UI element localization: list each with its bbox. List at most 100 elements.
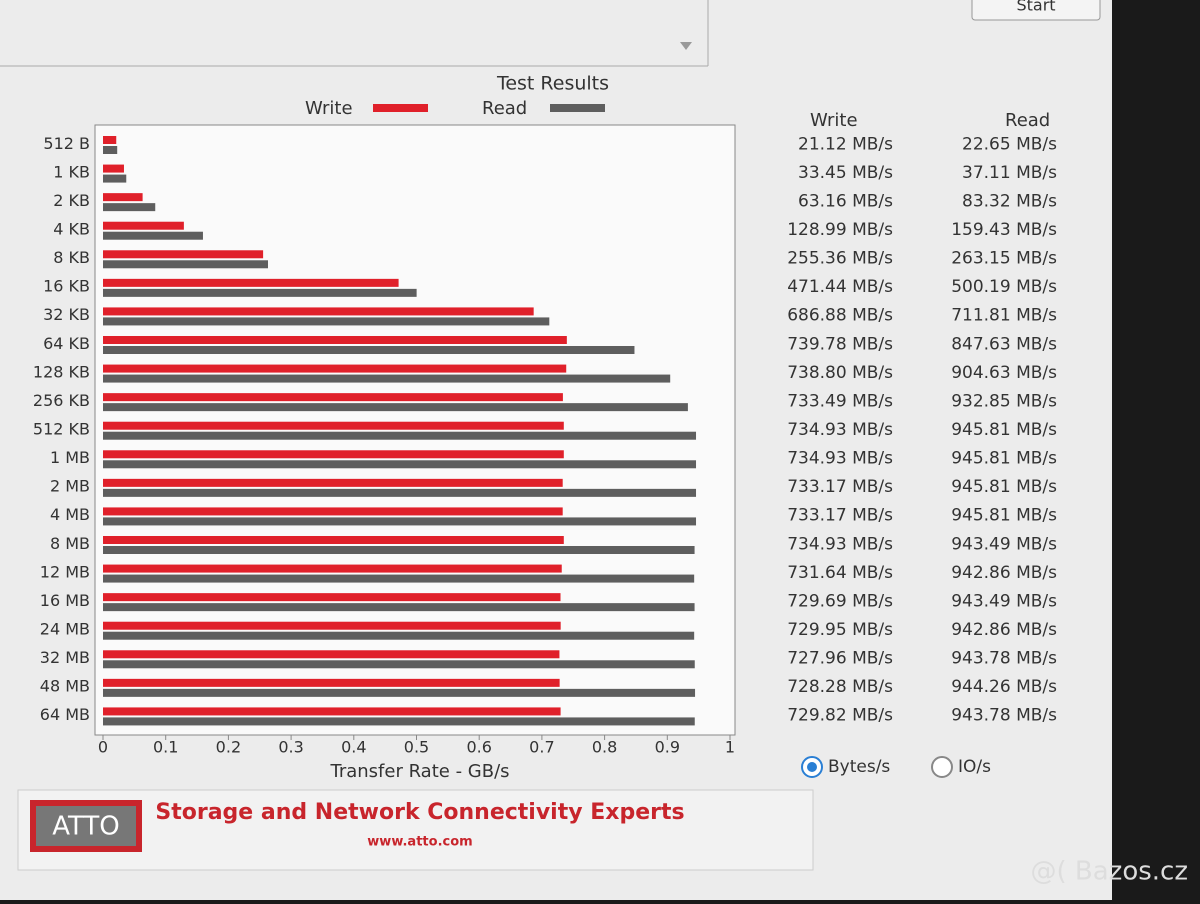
x-tick-label: 0.3 xyxy=(278,738,303,757)
x-tick-label: 0.7 xyxy=(529,738,554,757)
bar xyxy=(103,460,697,469)
value-label: 727.96 MB/s xyxy=(787,649,893,669)
y-tick-label: 4 MB xyxy=(50,505,90,524)
value-label: 904.63 MB/s xyxy=(951,363,1057,383)
x-tick-label: 0.5 xyxy=(404,738,429,757)
bar xyxy=(103,621,561,630)
radio-dot[interactable] xyxy=(807,762,817,772)
y-tick-label: 24 MB xyxy=(40,620,90,639)
value-label: 942.86 MB/s xyxy=(951,563,1057,583)
y-tick-label: 64 KB xyxy=(43,334,90,353)
value-label: 945.81 MB/s xyxy=(951,477,1057,497)
column-header: Write xyxy=(810,110,858,131)
start-label[interactable]: Start xyxy=(1016,0,1055,15)
bar xyxy=(103,174,127,183)
value-label: 263.15 MB/s xyxy=(951,249,1057,269)
bar xyxy=(103,393,563,402)
bar xyxy=(103,717,695,726)
value-label: 63.16 MB/s xyxy=(798,191,893,211)
legend-swatch xyxy=(373,104,428,112)
y-tick-label: 2 KB xyxy=(53,191,90,210)
bar xyxy=(103,660,695,669)
value-label: 734.93 MB/s xyxy=(787,449,893,469)
tagline: Storage and Network Connectivity Experts xyxy=(155,800,684,825)
value-label: 733.17 MB/s xyxy=(787,477,893,497)
column-header: Read xyxy=(1005,110,1050,131)
bar xyxy=(103,260,268,269)
y-tick-label: 256 KB xyxy=(33,391,90,410)
radio-label[interactable]: Bytes/s xyxy=(828,757,890,777)
x-tick-label: 0.1 xyxy=(153,738,178,757)
bar xyxy=(103,688,696,697)
bar xyxy=(103,336,567,344)
bar xyxy=(103,650,560,659)
bar xyxy=(103,517,697,526)
radio-label[interactable]: IO/s xyxy=(958,757,991,777)
x-tick-label: 0.2 xyxy=(216,738,241,757)
x-tick-label: 0.6 xyxy=(466,738,491,757)
x-tick-label: 0.8 xyxy=(592,738,617,757)
value-label: 728.28 MB/s xyxy=(787,677,893,697)
legend-label: Write xyxy=(305,98,353,119)
value-label: 731.64 MB/s xyxy=(787,563,893,583)
bar xyxy=(103,603,695,612)
value-label: 945.81 MB/s xyxy=(951,449,1057,469)
value-label: 943.49 MB/s xyxy=(951,534,1057,554)
logo-inner xyxy=(36,806,136,846)
bar xyxy=(103,317,550,326)
bar xyxy=(103,536,564,544)
value-label: 932.85 MB/s xyxy=(951,391,1057,411)
radio-button[interactable] xyxy=(931,756,953,778)
y-tick-label: 512 KB xyxy=(33,420,90,439)
bar xyxy=(103,278,399,287)
y-tick-label: 1 KB xyxy=(53,162,90,181)
bar xyxy=(103,631,695,640)
bar xyxy=(103,288,417,297)
value-label: 738.80 MB/s xyxy=(787,363,893,383)
value-label: 37.11 MB/s xyxy=(962,163,1057,183)
x-tick-label: 0.4 xyxy=(341,738,366,757)
start-button[interactable] xyxy=(971,0,1101,21)
logo: ATTO xyxy=(52,812,120,842)
bar xyxy=(103,431,697,440)
y-tick-label: 64 MB xyxy=(40,705,90,724)
value-label: 734.93 MB/s xyxy=(787,420,893,440)
value-label: 942.86 MB/s xyxy=(951,620,1057,640)
watermark: @( Bazos.cz xyxy=(1031,857,1189,887)
y-tick-label: 4 KB xyxy=(53,220,90,239)
bar xyxy=(103,374,671,383)
legend-label: Read xyxy=(482,98,527,119)
bar xyxy=(103,507,563,516)
bar xyxy=(103,403,688,412)
bar xyxy=(103,364,567,373)
value-label: 83.32 MB/s xyxy=(962,191,1057,211)
bar xyxy=(103,678,560,687)
value-label: 943.78 MB/s xyxy=(951,706,1057,726)
value-label: 471.44 MB/s xyxy=(787,277,893,297)
bar xyxy=(103,146,118,154)
y-tick-label: 8 MB xyxy=(50,534,90,553)
x-tick-label: 0 xyxy=(98,738,108,757)
y-tick-label: 128 KB xyxy=(33,362,90,381)
value-label: 729.95 MB/s xyxy=(787,620,893,640)
y-tick-label: 48 MB xyxy=(40,677,90,696)
chart-title: Test Results xyxy=(496,73,609,95)
x-tick-label: 0.9 xyxy=(655,738,680,757)
x-axis-label: Transfer Rate - GB/s xyxy=(329,761,509,782)
y-tick-label: 16 MB xyxy=(40,591,90,610)
value-label: 945.81 MB/s xyxy=(951,506,1057,526)
value-label: 128.99 MB/s xyxy=(787,220,893,240)
bar xyxy=(103,307,534,316)
bar xyxy=(103,193,143,202)
value-label: 711.81 MB/s xyxy=(951,306,1057,326)
y-tick-label: 8 KB xyxy=(53,248,90,267)
bar xyxy=(103,488,697,497)
value-label: 22.65 MB/s xyxy=(962,134,1057,154)
value-label: 944.26 MB/s xyxy=(951,677,1057,697)
value-label: 500.19 MB/s xyxy=(951,277,1057,297)
dropdown-arrow xyxy=(680,42,692,50)
banner xyxy=(17,789,814,871)
value-label: 33.45 MB/s xyxy=(798,163,893,183)
